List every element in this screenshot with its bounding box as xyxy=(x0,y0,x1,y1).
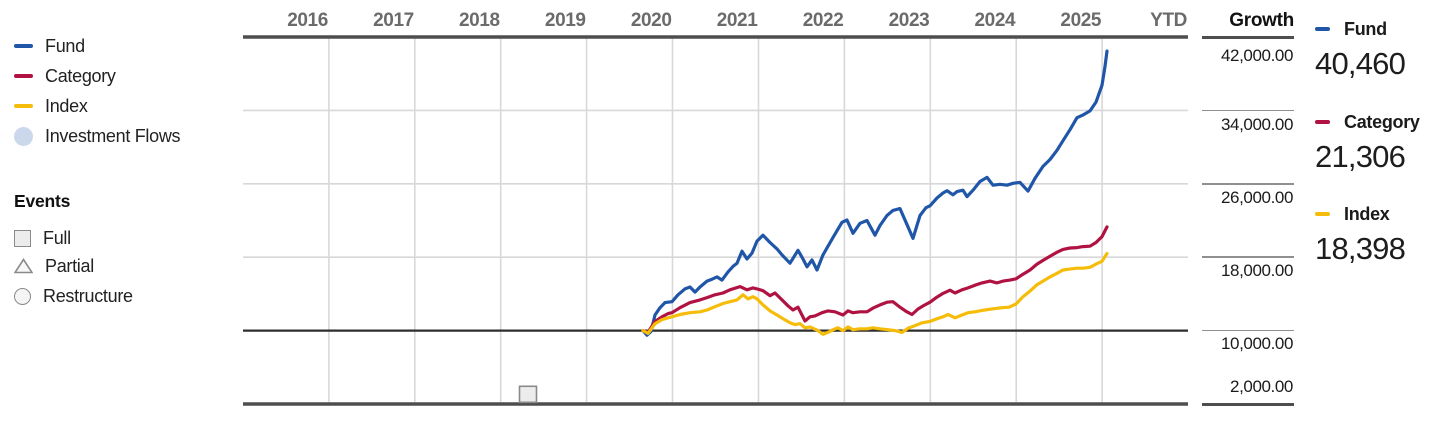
legend-item-category[interactable]: Category xyxy=(14,65,116,87)
summary-series-fund: Fund xyxy=(1315,19,1387,39)
growth-header-rule xyxy=(1202,35,1294,39)
legend-item-label: Fund xyxy=(45,35,85,56)
y-axis-label: 18,000.00 xyxy=(1220,261,1293,280)
year-label-2018: 2018 xyxy=(459,10,500,31)
events-legend-title: Events xyxy=(14,191,71,211)
year-label-2025: 2025 xyxy=(1060,10,1102,31)
growth-bottom-rule xyxy=(1202,402,1294,406)
series-line-category[interactable] xyxy=(641,225,1109,334)
event-legend-item-partial: Partial xyxy=(14,255,94,277)
event-legend-item-restructure: Restructure xyxy=(14,285,133,307)
y-axis-label: 34,000.00 xyxy=(1220,115,1293,134)
event-legend-item-full: Full xyxy=(14,227,71,249)
series-dash-icon xyxy=(1315,120,1330,124)
square-event-icon xyxy=(14,229,31,247)
axis-tick-line xyxy=(1202,183,1294,185)
y-axis-label: 42,000.00 xyxy=(1220,46,1293,65)
legend-item-fund[interactable]: Fund xyxy=(14,35,85,57)
series-line-fund[interactable] xyxy=(641,49,1109,337)
series-line-swatch-icon xyxy=(14,74,33,78)
triangle-event-icon xyxy=(14,258,33,274)
summary-series-value: 21,306 xyxy=(1315,139,1406,174)
y-axis-label: 26,000.00 xyxy=(1220,188,1293,207)
year-label-2024: 2024 xyxy=(974,10,1016,31)
legend-item-label: Category xyxy=(45,65,116,86)
full-event-marker[interactable] xyxy=(518,385,538,404)
summary-series-index: Index xyxy=(1315,204,1390,224)
legend-item-label: Investment Flows xyxy=(45,125,181,146)
series-line-swatch-icon xyxy=(14,104,33,108)
event-legend-label: Partial xyxy=(45,255,94,276)
summary-series-label: Index xyxy=(1344,203,1390,224)
axis-tick-line xyxy=(1202,109,1294,112)
summary-series-label: Category xyxy=(1344,111,1420,132)
summary-series-value: 18,398 xyxy=(1315,231,1406,266)
event-legend-label: Restructure xyxy=(43,285,133,306)
series-dash-icon xyxy=(1315,212,1330,216)
x-axis-year-labels: 2016 2017 2018 2019 2020 2021 2022 2023 2024 2025… xyxy=(243,10,1188,32)
year-label-2022: 2022 xyxy=(802,10,844,31)
axis-tick-line xyxy=(1202,256,1294,258)
y-axis-label: 2,000.00 xyxy=(1230,377,1293,396)
growth-line-chart[interactable] xyxy=(243,35,1188,406)
summary-panel: Fund 40,460 Category 21,306 Index 18,398 xyxy=(1315,0,1435,432)
summary-series-category: Category xyxy=(1315,112,1420,132)
year-label-2023: 2023 xyxy=(888,10,930,31)
year-label-2016: 2016 xyxy=(287,10,328,31)
legend-item-index[interactable]: Index xyxy=(14,95,88,117)
series-line-swatch-icon xyxy=(14,44,33,48)
year-label-2020: 2020 xyxy=(630,10,672,31)
year-label-ytd: YTD xyxy=(1150,10,1187,31)
legend-item-label: Index xyxy=(45,95,88,116)
event-legend-label: Full xyxy=(43,227,71,248)
y-axis-label: 10,000.00 xyxy=(1220,334,1293,353)
series-line-index[interactable] xyxy=(641,251,1109,336)
year-label-2017: 2017 xyxy=(373,10,414,31)
year-label-2019: 2019 xyxy=(544,10,586,31)
growth-axis-title: Growth xyxy=(1229,10,1294,31)
investment-flows-dot-icon xyxy=(14,126,33,146)
axis-tick-line xyxy=(1202,329,1294,332)
growth-axis: Growth 42,000.00 34,000.00 26,000.00 18,000… xyxy=(1201,0,1294,432)
year-label-2021: 2021 xyxy=(716,10,758,31)
legend-item-investment-flows[interactable]: Investment Flows xyxy=(14,125,181,147)
summary-series-label: Fund xyxy=(1344,18,1387,39)
summary-series-value: 40,460 xyxy=(1315,46,1406,81)
chart-plot-area[interactable] xyxy=(243,35,1188,406)
series-dash-icon xyxy=(1315,27,1330,31)
circle-event-icon xyxy=(14,287,31,305)
